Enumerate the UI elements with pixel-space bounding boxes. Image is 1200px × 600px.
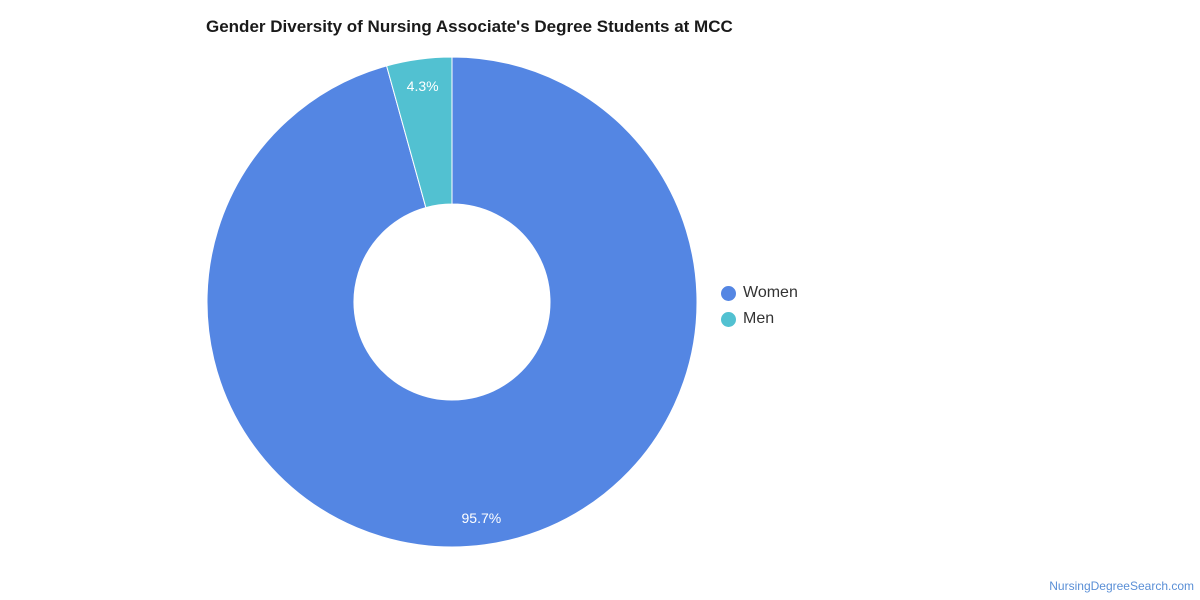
slice-label-women: 95.7% (462, 510, 502, 526)
legend: Women Men (721, 280, 798, 332)
chart-title: Gender Diversity of Nursing Associate's … (206, 17, 733, 36)
slice-men[interactable] (385, 56, 453, 209)
legend-swatch-women (721, 285, 736, 301)
legend-label-women: Women (743, 284, 798, 301)
legend-label-men: Men (743, 310, 775, 327)
legend-swatch-men (721, 311, 736, 327)
legend-item-men[interactable]: Men (721, 306, 798, 332)
legend-item-women[interactable]: Women (721, 280, 798, 306)
source-link[interactable]: NursingDegreeSearch.com (1049, 579, 1194, 593)
slice-women[interactable] (206, 56, 698, 548)
slice-label-men: 4.3% (407, 78, 439, 94)
